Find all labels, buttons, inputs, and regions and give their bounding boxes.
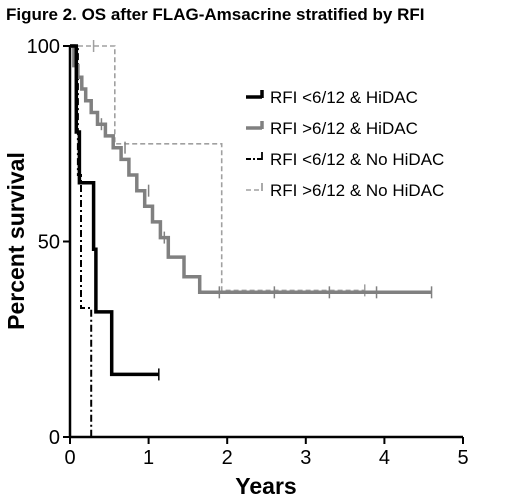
legend-label: RFI >6/12 & HiDAC [270, 119, 418, 138]
series-line-4 [70, 45, 365, 292]
series-line-1 [70, 44, 159, 377]
x-tick-label: 5 [457, 447, 468, 469]
x-tick-label: 4 [379, 447, 390, 469]
x-tick-label: 2 [222, 447, 233, 469]
chart-title: Figure 2. OS after FLAG-Amsacrine strati… [6, 5, 424, 24]
series-line-3 [70, 45, 93, 437]
series-group [70, 40, 433, 437]
y-tick-label: 0 [49, 427, 60, 449]
x-tick-label: 1 [143, 447, 154, 469]
legend: RFI <6/12 & HiDAC RFI >6/12 & HiDAC RFI <6… [246, 88, 444, 200]
legend-item: RFI >6/12 & HiDAC [246, 119, 418, 138]
y-tick-label: 50 [38, 232, 60, 254]
legend-item: RFI >6/12 & No HiDAC [246, 181, 444, 200]
series-line-2 [70, 44, 432, 295]
x-tick-label: 3 [300, 447, 311, 469]
x-axis-label: Years [235, 473, 296, 498]
legend-label: RFI <6/12 & No HiDAC [270, 150, 444, 169]
legend-item: RFI <6/12 & HiDAC [246, 88, 418, 107]
x-tick-label: 0 [64, 447, 75, 469]
legend-label: RFI >6/12 & No HiDAC [270, 181, 444, 200]
legend-item: RFI <6/12 & No HiDAC [246, 150, 444, 169]
y-tick-label: 100 [27, 36, 60, 58]
y-axis-label: Percent survival [3, 152, 29, 330]
legend-label: RFI <6/12 & HiDAC [270, 88, 418, 107]
